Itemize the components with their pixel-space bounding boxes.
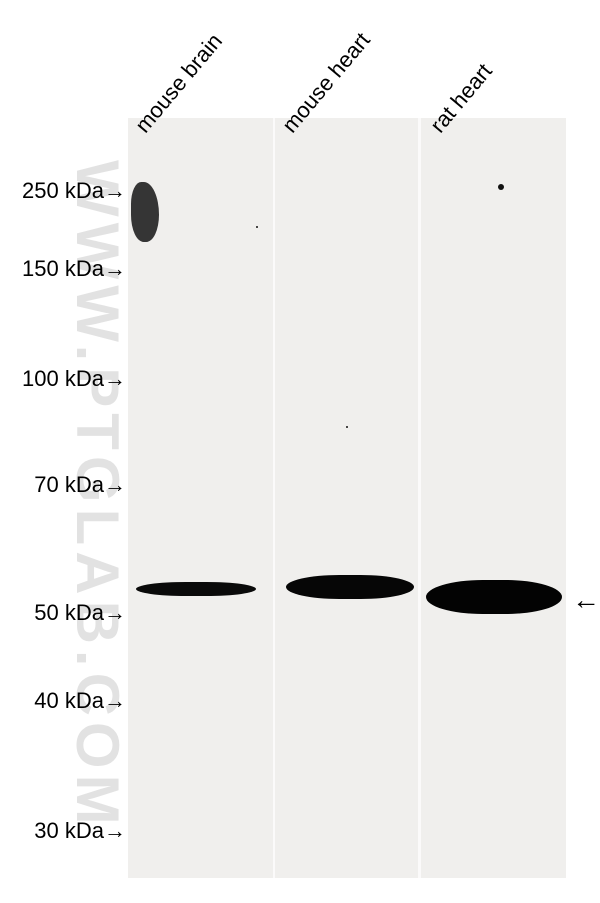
mw-marker: 30 kDa→ <box>34 818 126 844</box>
mw-marker: 40 kDa→ <box>34 688 126 714</box>
arrow-right-icon: → <box>104 600 126 626</box>
lane-seam <box>418 118 421 878</box>
blot-speck <box>346 426 348 428</box>
mw-marker: 150 kDa→ <box>22 256 126 282</box>
arrow-right-icon: → <box>104 818 126 844</box>
arrow-right-icon: → <box>104 256 126 282</box>
blot-band <box>426 580 562 614</box>
arrow-right-icon: → <box>104 366 126 392</box>
mw-marker: 70 kDa→ <box>34 472 126 498</box>
blot-band <box>286 575 414 599</box>
blot-membrane <box>128 118 566 878</box>
mw-marker: 250 kDa→ <box>22 178 126 204</box>
target-arrow-icon: ← <box>572 584 600 616</box>
figure-container: WWW.PTGLAB.COM mouse brain mouse heart r… <box>0 0 600 903</box>
arrow-right-icon: → <box>104 688 126 714</box>
mw-marker: 50 kDa→ <box>34 600 126 626</box>
arrow-right-icon: → <box>104 178 126 204</box>
blot-band <box>136 582 256 596</box>
mw-marker: 100 kDa→ <box>22 366 126 392</box>
blot-speck <box>256 226 258 228</box>
arrow-right-icon: → <box>104 472 126 498</box>
blot-speck <box>498 184 504 190</box>
lane-seam <box>273 118 275 878</box>
